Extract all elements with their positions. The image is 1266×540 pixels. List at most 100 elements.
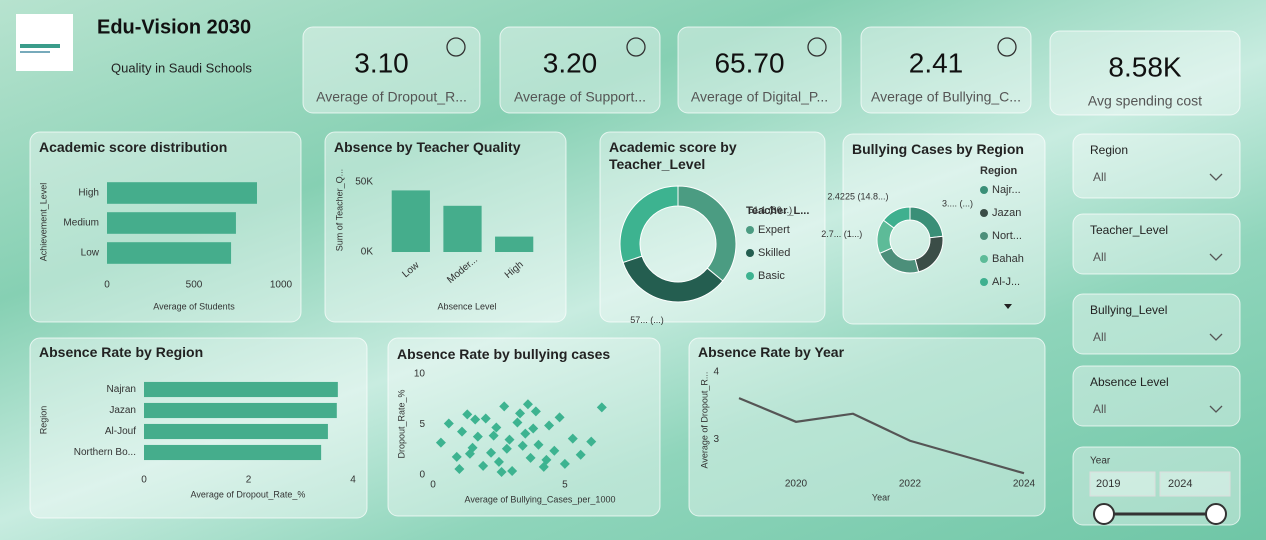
bar <box>144 423 328 440</box>
slicer-value: All <box>1093 402 1106 416</box>
chart-card <box>688 337 1046 517</box>
y-tick-label: 4 <box>713 366 719 377</box>
donut-slice <box>619 185 679 264</box>
y-tick-label: Al-Jouf <box>105 426 136 437</box>
x-tick-label: 1000 <box>270 280 293 291</box>
scatter-point <box>596 402 607 413</box>
kpi-icon <box>626 37 646 57</box>
chart-title: Absence by Teacher Quality <box>334 139 521 155</box>
scatter-point <box>554 412 565 423</box>
legend-scroll[interactable] <box>1004 304 1012 309</box>
x-axis-label: Year <box>872 492 890 502</box>
kpi-label: Avg spending cost <box>1088 93 1202 109</box>
y-axis-label: Average of Dropout_R... <box>699 372 709 469</box>
kpi-card <box>860 26 1032 114</box>
x-axis-label: Average of Dropout_Rate_% <box>191 489 306 499</box>
slicer-label: Absence Level <box>1090 375 1169 389</box>
legend-label: Najr... <box>992 184 1021 196</box>
scatter-point <box>544 420 555 431</box>
y-axis-label: Region <box>38 406 48 435</box>
scatter-point <box>451 451 462 462</box>
year-to-box[interactable] <box>1159 471 1231 497</box>
scatter-point <box>486 447 497 458</box>
x-tick-label: 5 <box>562 480 568 491</box>
chart-title: Academic score distribution <box>39 139 228 155</box>
bar <box>144 444 322 461</box>
scatter-point <box>530 406 541 417</box>
bar <box>495 236 534 252</box>
subtitle: Quality in Saudi Schools <box>111 60 252 75</box>
y-tick-label: 0 <box>419 470 425 481</box>
scatter-point <box>472 431 483 442</box>
kpi-icon <box>807 37 827 57</box>
line <box>738 397 1025 475</box>
y-axis-label: Achievement_Level <box>38 183 48 262</box>
scatter-point <box>493 456 504 467</box>
chart-card <box>387 337 661 517</box>
year-from-box[interactable] <box>1089 471 1156 497</box>
legend-swatch <box>746 249 754 257</box>
scatter-point <box>559 458 570 469</box>
legend-swatch <box>980 186 988 194</box>
kpi-label: Average of Support... <box>514 89 646 105</box>
slicer[interactable] <box>1072 133 1241 199</box>
scatter-point <box>507 465 518 476</box>
scatter-point <box>512 417 523 428</box>
scatter-point <box>454 463 465 474</box>
slider-handle[interactable] <box>1205 503 1227 525</box>
slicer[interactable] <box>1072 213 1241 275</box>
legend-label: Al-J... <box>992 276 1020 288</box>
legend-swatch <box>746 226 754 234</box>
kpi-value: 65.70 <box>714 47 784 78</box>
x-axis-label: Average of Students <box>153 301 235 311</box>
kpi-value: 3.10 <box>354 47 409 78</box>
y-tick-label: 0K <box>361 247 374 258</box>
scatter-point <box>567 433 578 444</box>
year-slicer <box>1072 446 1241 526</box>
slicer-label: Year <box>1090 456 1111 467</box>
slicer-label: Teacher_Level <box>1090 223 1168 237</box>
slicer[interactable] <box>1072 293 1241 355</box>
slicer-label: Bullying_Level <box>1090 303 1167 317</box>
scatter-point <box>480 413 491 424</box>
scatter-point <box>528 423 539 434</box>
y-tick-label: Najran <box>107 384 136 395</box>
kpi-icon <box>446 37 466 57</box>
legend-swatch <box>980 278 988 286</box>
data-label: 61.1 (36...) <box>749 205 793 215</box>
x-tick-label: 500 <box>186 280 203 291</box>
scatter-point <box>496 466 507 477</box>
legend-label: Nort... <box>992 230 1022 242</box>
legend-swatch <box>980 232 988 240</box>
legend-swatch <box>746 272 754 280</box>
bar <box>107 242 232 264</box>
y-tick-label: 3 <box>713 434 719 445</box>
dropdown-arrow[interactable] <box>1209 253 1223 261</box>
scatter-point <box>533 439 544 450</box>
scatter-point <box>541 454 552 465</box>
scatter-point <box>491 422 502 433</box>
bar <box>107 182 257 204</box>
scatter-point <box>457 426 468 437</box>
legend-label: Basic <box>758 270 785 282</box>
kpi-value: 2.41 <box>909 47 964 78</box>
y-tick-label: Jazan <box>109 405 136 416</box>
donut-slice <box>882 206 911 229</box>
x-tick-label: 4 <box>350 475 356 486</box>
bar <box>443 205 482 252</box>
dropdown-arrow[interactable] <box>1209 173 1223 181</box>
scatter-point <box>462 409 473 420</box>
y-tick-label: 50K <box>355 177 373 188</box>
scatter-point <box>575 449 586 460</box>
y-tick-label: Northern Bo... <box>74 447 136 458</box>
dropdown-arrow[interactable] <box>1209 333 1223 341</box>
slider-handle[interactable] <box>1093 503 1115 525</box>
kpi-label: Average of Digital_P... <box>691 89 828 105</box>
scatter-point <box>517 440 528 451</box>
chart-title: Absence Rate by Region <box>39 344 204 360</box>
slicer-label: Region <box>1090 143 1128 157</box>
slicer[interactable] <box>1072 365 1241 427</box>
dropdown-arrow[interactable] <box>1209 405 1223 413</box>
kpi-value: 8.58K <box>1108 51 1181 82</box>
kpi-value: 3.20 <box>543 47 598 78</box>
